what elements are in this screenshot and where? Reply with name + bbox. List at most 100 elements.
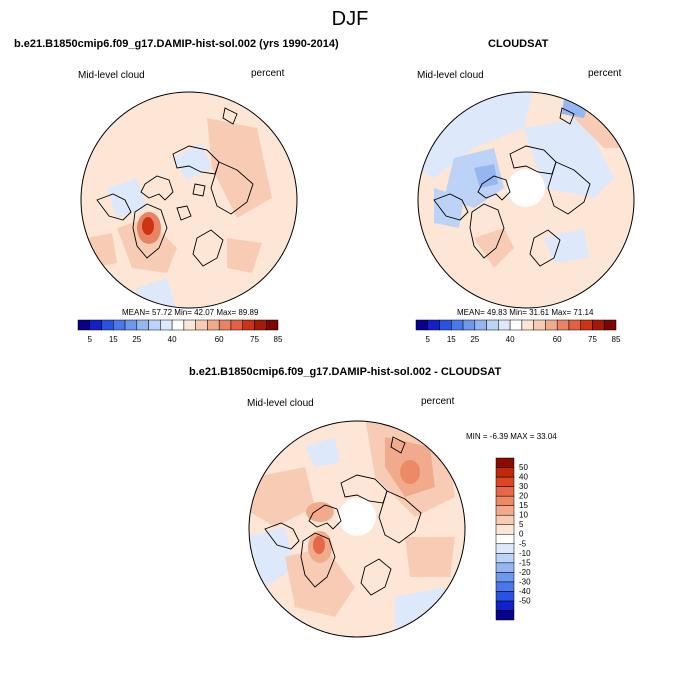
panel3-colorbar-box <box>495 467 515 478</box>
panel1-colorbar-box <box>242 319 255 331</box>
panel3-colorbar-box <box>495 486 515 497</box>
panel1-mean-label: MEAN= <box>122 308 150 317</box>
panel2-colorbar-box <box>533 319 546 331</box>
panel3-left-string: Mid-level cloud <box>247 398 314 409</box>
panel2-colorbar-box <box>415 319 429 331</box>
panel3-colorbar-label: 30 <box>519 482 528 491</box>
panel3-colorbar-label: 5 <box>519 520 524 529</box>
panel1-field <box>81 92 297 308</box>
panel3-colorbar-label: -50 <box>519 596 531 605</box>
panel1-colorbar-label: 25 <box>132 335 141 344</box>
panel1-colorbar-box <box>218 319 232 331</box>
panel3-polar-map <box>248 420 466 638</box>
panel2-colorbar: 515254060758595 <box>415 319 621 344</box>
panel3-colorbar-label: 50 <box>519 463 528 472</box>
panel2-colorbar-label: 25 <box>470 335 479 344</box>
panel2-coastlines <box>433 107 591 267</box>
panel3-colorbar-box <box>495 572 515 583</box>
panel3-stats: MIN = -6.39 MAX = 33.04 <box>466 432 557 441</box>
panel2-left-string: Mid-level cloud <box>417 70 484 81</box>
panel1-colorbar-box <box>124 319 138 331</box>
panel3-colorbar-box <box>495 524 515 535</box>
panel1-mean: 57.72 <box>152 308 173 317</box>
panel2-colorbar-box <box>509 319 523 331</box>
panel3-colorbar-box <box>495 476 515 487</box>
panel3-colorbar-label: 40 <box>519 473 528 482</box>
panel3-colorbar-box <box>495 600 515 611</box>
panel1-max-label: Max= <box>216 308 237 317</box>
panel1-colorbar-label: 5 <box>88 335 93 344</box>
panel1-title: b.e21.B1850cmip6.f09_g17.DAMIP-hist-sol.… <box>14 38 339 50</box>
panel2-colorbar-label: 15 <box>447 335 456 344</box>
panel1-colorbar-box <box>148 319 161 331</box>
panel3-title: b.e21.B1850cmip6.f09_g17.DAMIP-hist-sol.… <box>189 366 502 378</box>
panel2-colorbar-box <box>545 319 558 331</box>
panel3-map-border <box>248 420 466 638</box>
panel1-colorbar-label: 85 <box>274 335 283 344</box>
panel1-colorbar-box <box>89 319 102 331</box>
panel3-colorbar-label: 20 <box>519 492 528 501</box>
panel3-colorbar-label: -40 <box>519 587 531 596</box>
panel3-min-label: MIN = <box>466 432 488 441</box>
panel1-right-string: percent <box>251 68 285 79</box>
panel3-min: -6.39 <box>489 432 509 441</box>
panel2-mean-label: MEAN= <box>457 308 485 317</box>
panel1-max: 89.89 <box>238 308 259 317</box>
panel2-stats: MEAN= 49.83 Min= 31.61 Max= 71.14 <box>457 308 593 317</box>
panel2-colorbar-box <box>427 319 440 331</box>
panel3-colorbar-label: 10 <box>519 511 528 520</box>
panel3-colorbar-label: -30 <box>519 577 531 586</box>
panel3-polar-gap <box>338 498 376 536</box>
panel3-max-label: MAX = <box>510 432 535 441</box>
panel2-title: CLOUDSAT <box>488 38 549 50</box>
panel2-colorbar-box <box>556 319 570 331</box>
panel2-max-label: Max= <box>551 308 572 317</box>
panel1-colorbar-box <box>265 319 279 331</box>
panel1-map-border <box>80 91 298 309</box>
panel1-coastlines <box>96 107 254 267</box>
panel1-colorbar-box <box>101 319 114 331</box>
panel2-colorbar-box <box>498 319 511 331</box>
panel2-colorbar-box <box>592 319 605 331</box>
panel2-map-border <box>417 91 635 309</box>
panel1-colorbar-label: 40 <box>168 335 177 344</box>
panel3-colorbar-box <box>495 581 515 592</box>
panel2-polar-map <box>417 91 635 309</box>
panel2-colorbar-box <box>451 319 464 331</box>
panel1-colorbar-box <box>254 319 267 331</box>
panel1-colorbar-label: 15 <box>109 335 118 344</box>
panel3-field <box>249 421 465 637</box>
panel2-mean: 49.83 <box>487 308 508 317</box>
panel2-colorbar-label: 60 <box>553 335 562 344</box>
panel2-colorbar-label: 40 <box>506 335 515 344</box>
panel1-colorbar-box <box>207 319 220 331</box>
panel1-colorbar: 515254060758595 <box>77 319 283 344</box>
panel2-colorbar-box <box>462 319 476 331</box>
panel1-polar-map <box>80 91 298 309</box>
panel1-colorbar-box <box>160 319 173 331</box>
panel2-colorbar-box <box>568 319 581 331</box>
panel1-min: 42.07 <box>194 308 215 317</box>
panel2-colorbar-box <box>486 319 499 331</box>
panel1-colorbar-box <box>77 319 91 331</box>
panel3-colorbar-box <box>495 514 515 525</box>
panel2-min: 31.61 <box>529 308 550 317</box>
panel3-colorbar-box <box>495 553 515 564</box>
panel3-colorbar-label: -15 <box>519 558 531 567</box>
panel2-colorbar-label: 75 <box>588 335 597 344</box>
panel3-coastlines <box>264 436 422 596</box>
panel3-colorbar-label: 15 <box>519 501 528 510</box>
panel1-colorbar-box <box>183 319 196 331</box>
panel1-colorbar-box <box>195 319 208 331</box>
panel1-colorbar-box <box>171 319 185 331</box>
panel2-colorbar-box <box>521 319 534 331</box>
panel2-colorbar-box <box>603 319 617 331</box>
panel3-colorbar-box <box>495 505 515 516</box>
panel3-colorbar-label: 0 <box>519 530 524 539</box>
panel2-colorbar-label: 5 <box>426 335 431 344</box>
panel1-colorbar-box <box>230 319 243 331</box>
panel1-min-label: Min= <box>174 308 192 317</box>
panel3-colorbar-box <box>495 562 515 573</box>
panel2-colorbar-box <box>474 319 487 331</box>
